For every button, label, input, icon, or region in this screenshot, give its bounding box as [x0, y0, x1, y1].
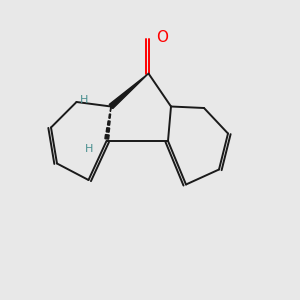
- Text: H: H: [85, 143, 93, 154]
- Polygon shape: [109, 114, 111, 118]
- Text: O: O: [156, 30, 168, 45]
- Text: H: H: [80, 94, 88, 105]
- Polygon shape: [108, 121, 110, 125]
- Polygon shape: [110, 107, 111, 111]
- Polygon shape: [106, 128, 109, 132]
- Polygon shape: [109, 74, 148, 109]
- Polygon shape: [105, 135, 109, 139]
